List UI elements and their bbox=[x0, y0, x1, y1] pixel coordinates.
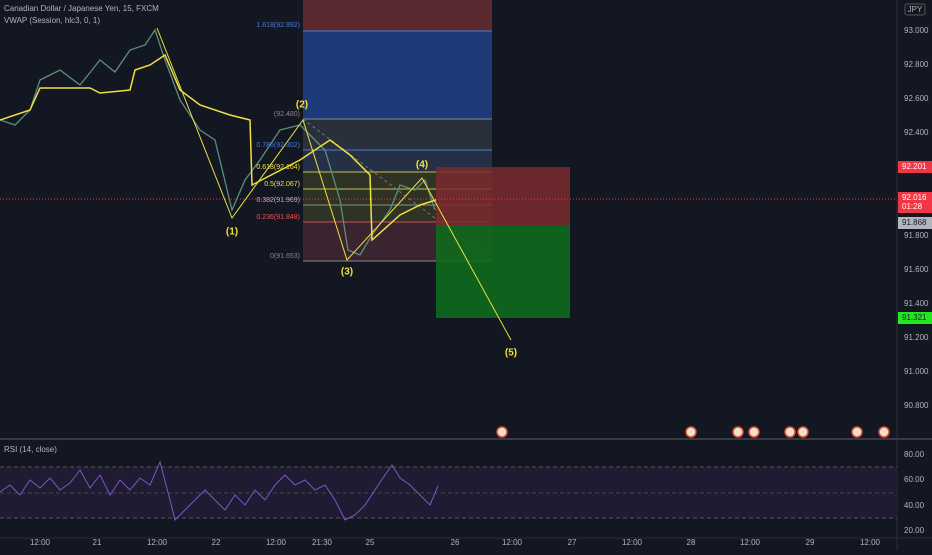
price-badge bbox=[898, 201, 932, 213]
currency-badge bbox=[904, 3, 926, 16]
event-icon bbox=[851, 426, 863, 438]
price-tick-label: 93.000 bbox=[904, 26, 929, 35]
fib-label: 0.5(92.067) bbox=[264, 181, 300, 188]
price-tick-label: 92.600 bbox=[904, 94, 929, 103]
target-zone bbox=[436, 225, 570, 318]
time-tick-label: 21:30 bbox=[312, 538, 333, 547]
price-badge bbox=[898, 217, 932, 229]
price-tick-label: 92.400 bbox=[904, 128, 929, 137]
price-tick-label: 90.800 bbox=[904, 401, 929, 410]
time-tick-label: 25 bbox=[366, 538, 375, 547]
event-icon bbox=[797, 426, 809, 438]
time-tick-label: 12:00 bbox=[860, 538, 881, 547]
event-icon bbox=[784, 426, 796, 438]
price-badge-label: 92.016 bbox=[902, 193, 927, 202]
time-tick-label: 26 bbox=[451, 538, 460, 547]
rsi-tick-label: 80.00 bbox=[904, 450, 925, 459]
time-tick-label: 12:00 bbox=[147, 538, 168, 547]
fib-zone bbox=[303, 119, 492, 150]
fib-label: 1.618(92.992) bbox=[256, 22, 300, 29]
price-tick-label: 92.800 bbox=[904, 60, 929, 69]
price-badge bbox=[898, 161, 932, 173]
time-tick-label: 12:00 bbox=[622, 538, 643, 547]
currency: JPY bbox=[908, 5, 923, 14]
fib-label: 0.236(91.848) bbox=[256, 214, 300, 221]
fib-zone bbox=[303, 0, 492, 31]
symbol-title: Canadian Dollar / Japanese Yen, 15, FXCM bbox=[4, 4, 159, 13]
rsi-title: RSI (14, close) bbox=[4, 445, 57, 454]
wave-label: (1) bbox=[226, 227, 238, 238]
time-tick-label: 12:00 bbox=[502, 538, 523, 547]
time-tick-label: 12:00 bbox=[740, 538, 761, 547]
price-tick-label: 91.800 bbox=[904, 231, 929, 240]
event-icon bbox=[748, 426, 760, 438]
stop-zone bbox=[436, 167, 570, 225]
price-badge bbox=[898, 312, 932, 324]
price-badge-label: 92.201 bbox=[902, 162, 927, 171]
event-icon bbox=[878, 426, 890, 438]
price-badge-label: 91.321 bbox=[902, 313, 927, 322]
price-tick-label: 91.400 bbox=[904, 299, 929, 308]
time-tick-label: 28 bbox=[687, 538, 696, 547]
rsi-tick-label: 40.00 bbox=[904, 501, 925, 510]
time-tick-label: 12:00 bbox=[266, 538, 287, 547]
price-tick-label: 91.000 bbox=[904, 367, 929, 376]
fib-label: (92.480) bbox=[274, 111, 300, 118]
rsi-tick-label: 20.00 bbox=[904, 526, 925, 535]
time-tick-label: 12:00 bbox=[30, 538, 51, 547]
indicator-title: VWAP (Session, hlc3, 0, 1) bbox=[4, 16, 100, 25]
price-tick-label: 91.200 bbox=[904, 333, 929, 342]
wave-label: (4) bbox=[416, 160, 428, 171]
fib-label: 0(91.653) bbox=[270, 253, 300, 260]
time-tick-label: 22 bbox=[212, 538, 221, 547]
vwap-line bbox=[0, 53, 437, 242]
event-icon bbox=[685, 426, 697, 438]
wave-label: (3) bbox=[341, 267, 353, 278]
time-tick-label: 21 bbox=[93, 538, 102, 547]
fib-label: 0.786(92.302) bbox=[256, 142, 300, 149]
time-tick-label: 29 bbox=[806, 538, 815, 547]
rsi-tick-label: 60.00 bbox=[904, 475, 925, 484]
fib-label: 0.382(91.969) bbox=[256, 197, 300, 204]
fib-zone bbox=[303, 31, 492, 119]
event-icon bbox=[732, 426, 744, 438]
rsi-line bbox=[0, 460, 439, 521]
wave-label: (5) bbox=[505, 348, 517, 359]
price-badge-label: 01:28 bbox=[902, 202, 923, 211]
price-badge-label: 91.868 bbox=[902, 218, 927, 227]
fib-label: 0.618(92.164) bbox=[256, 164, 300, 171]
wave-lines bbox=[156, 27, 512, 341]
wave-label: (2) bbox=[296, 100, 308, 111]
event-icon bbox=[496, 426, 508, 438]
time-tick-label: 27 bbox=[568, 538, 577, 547]
price-tick-label: 91.600 bbox=[904, 265, 929, 274]
